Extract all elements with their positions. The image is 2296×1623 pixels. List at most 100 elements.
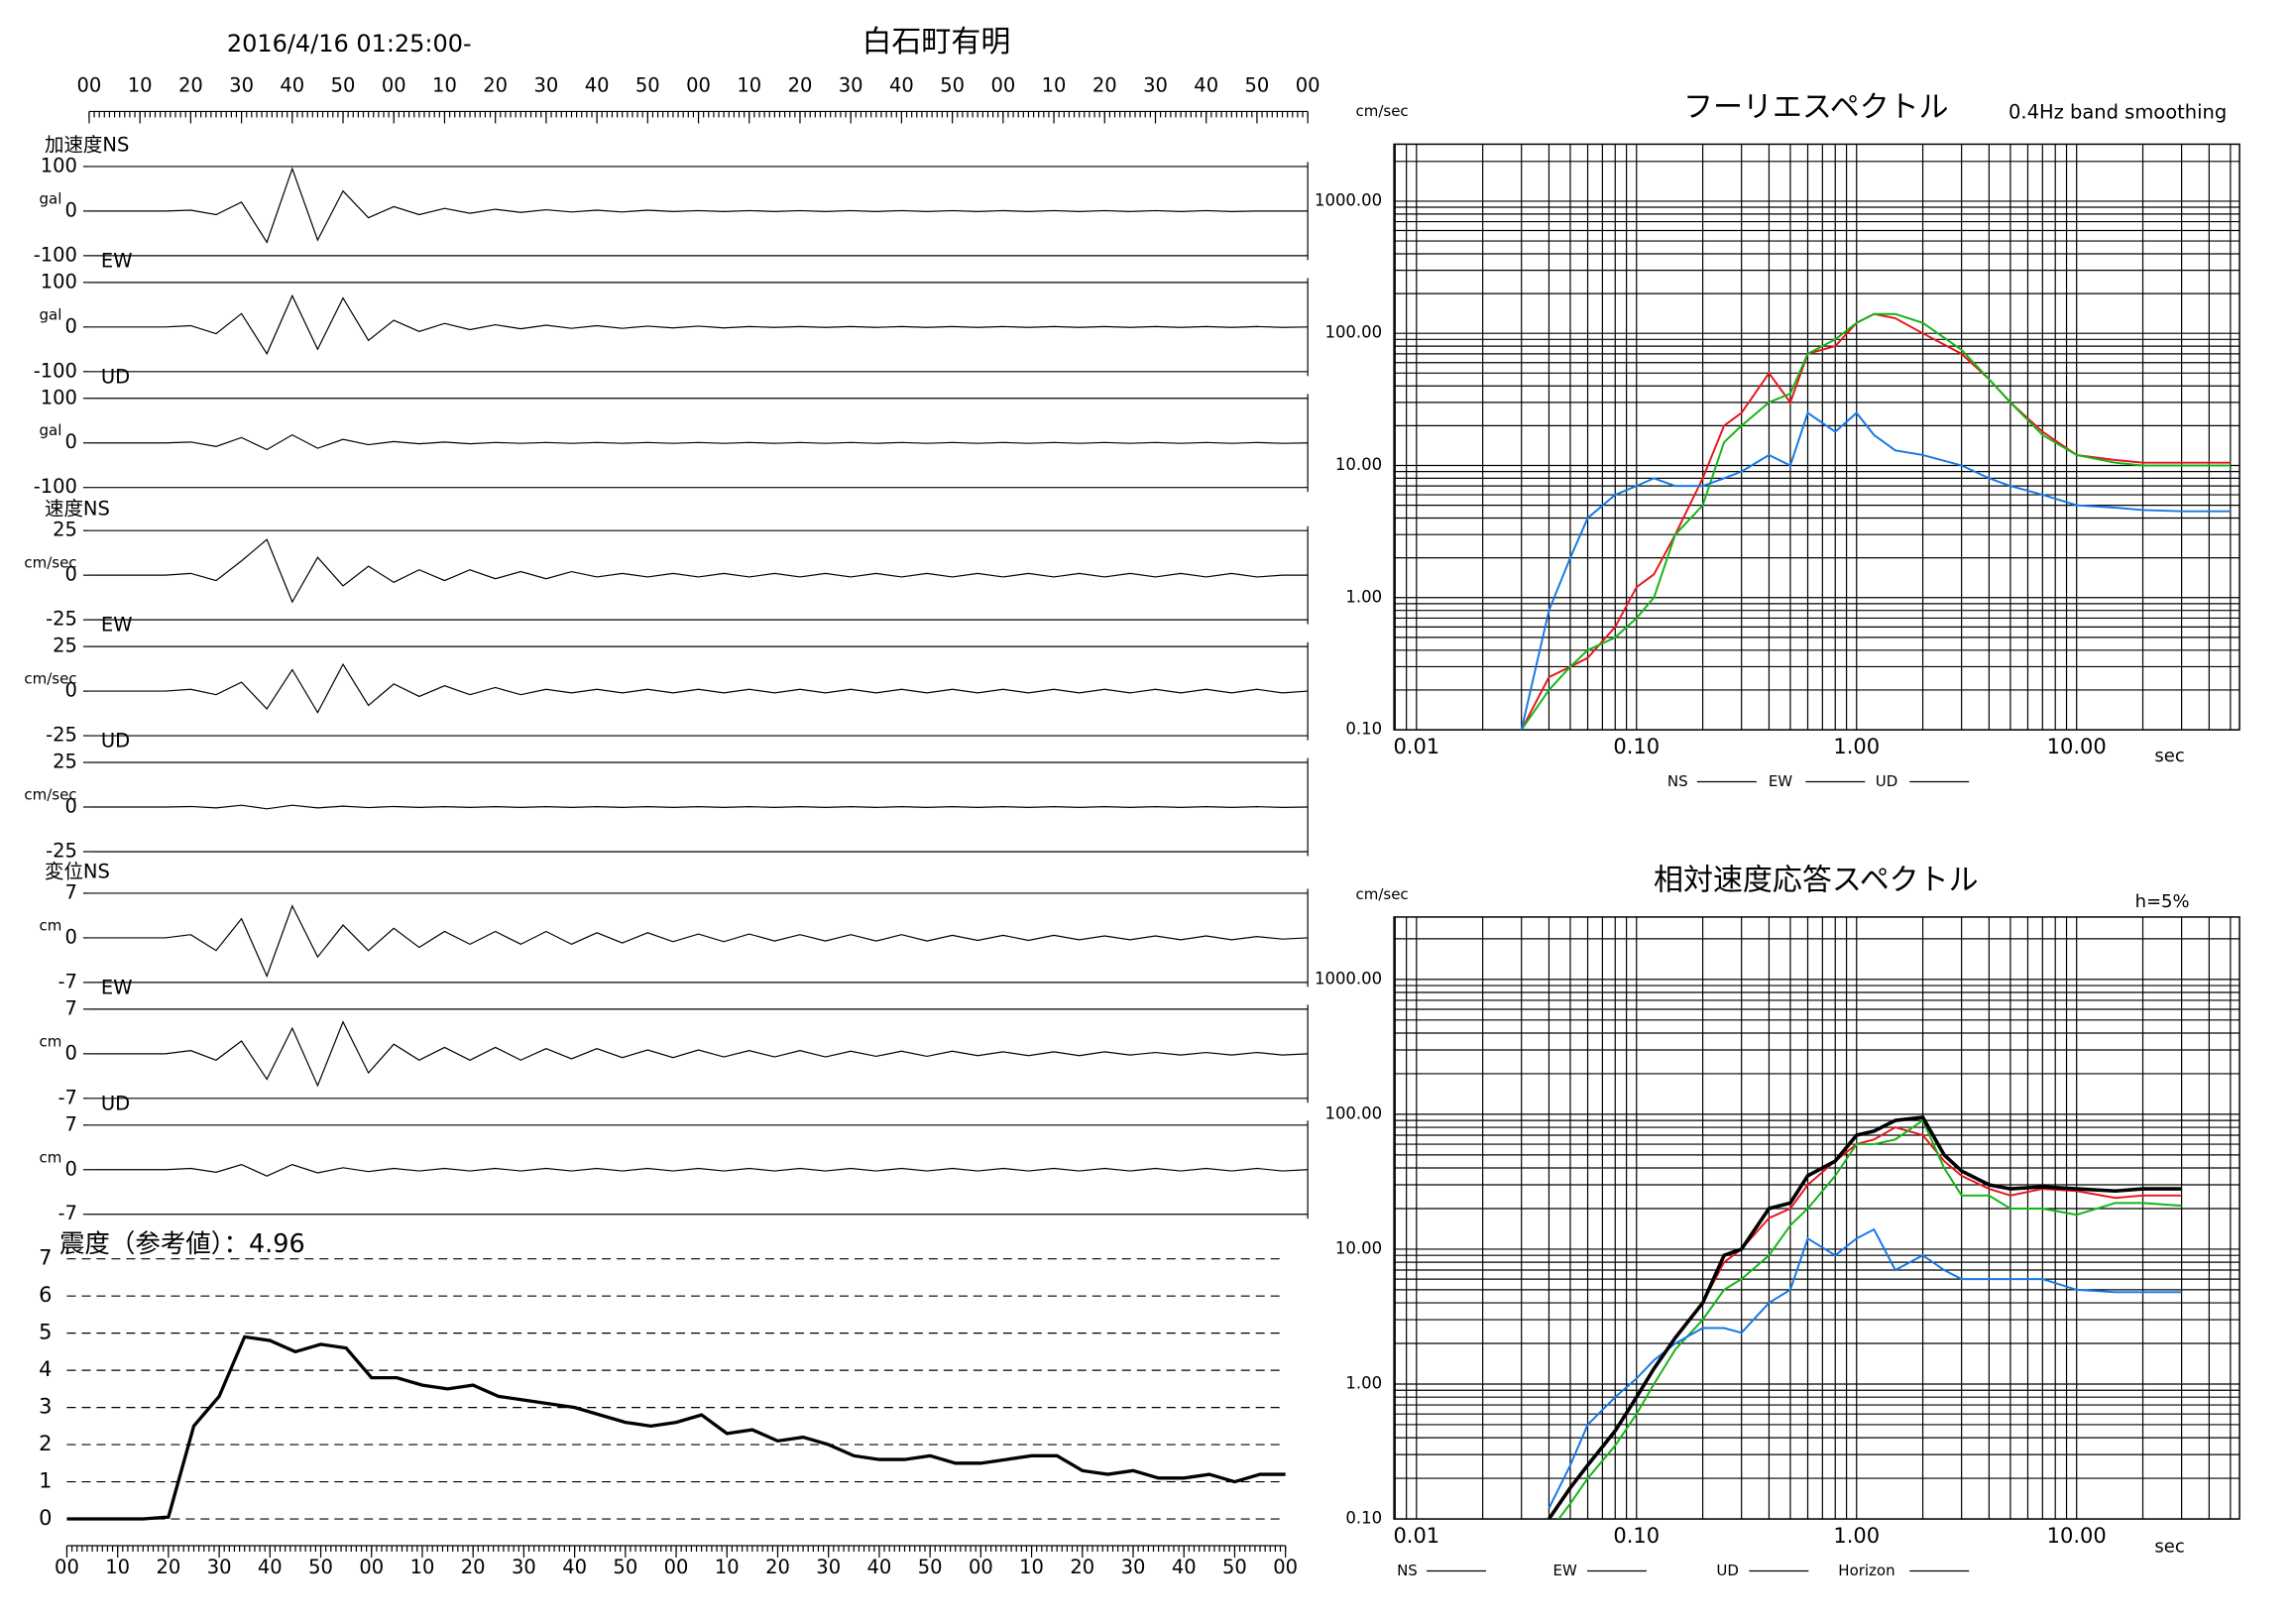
y-tick-label: 7	[65, 1112, 77, 1135]
trace	[88, 804, 1309, 810]
y-tick-label: 10.00	[1335, 1238, 1382, 1257]
x-tick-label: 10	[410, 1556, 435, 1578]
y-tick-label: 0	[65, 679, 77, 702]
panel-unit: gal	[40, 305, 62, 323]
response-y-label: cm/sec	[1356, 885, 1409, 903]
y-tick-label: 1.00	[1345, 587, 1382, 606]
trace	[1520, 410, 2231, 731]
trace	[88, 662, 1309, 714]
x-tick-label: 40	[889, 73, 914, 96]
x-tick-label: 10	[105, 1556, 130, 1578]
x-tick-label: 20	[178, 73, 203, 96]
x-tick-label: 20	[1092, 73, 1117, 96]
x-tick-label: 40	[258, 1556, 283, 1578]
x-tick-label: 40	[1194, 73, 1218, 96]
panel-label: 変位NS	[45, 860, 110, 882]
legend-label: NS	[1667, 772, 1688, 790]
y-tick-label: 0	[65, 198, 77, 221]
x-tick-label: 50	[1245, 73, 1270, 96]
y-tick-label: 25	[53, 519, 77, 541]
trace	[88, 1163, 1309, 1177]
panel-unit: cm/sec	[24, 554, 76, 572]
panel-label: EW	[101, 614, 133, 637]
x-tick-label: 30	[1143, 73, 1168, 96]
trace	[1548, 1227, 2182, 1509]
x-tick-label: 50	[635, 73, 660, 96]
y-tick-label: 0	[65, 1041, 77, 1064]
trace	[1547, 1115, 2182, 1520]
x-tick-label: 30	[816, 1556, 841, 1578]
x-tick-label: 20	[765, 1556, 790, 1578]
x-tick-label: 10	[737, 73, 761, 96]
legend-label: UD	[1716, 1562, 1739, 1579]
panel-label: UD	[101, 730, 130, 753]
fourier-y-label: cm/sec	[1356, 102, 1409, 120]
trace	[88, 167, 1309, 244]
y-tick-label: 2	[39, 1432, 52, 1455]
x-tick-label: 50	[331, 73, 356, 96]
x-tick-label: 00	[1273, 1556, 1298, 1578]
x-tick-label: 40	[562, 1556, 587, 1578]
x-tick-label: 20	[483, 73, 508, 96]
y-tick-label: -7	[58, 1202, 77, 1224]
response-title: 相対速度応答スペクトル	[1654, 863, 1979, 897]
x-tick-label: 40	[1172, 1556, 1197, 1578]
y-tick-label: 7	[65, 880, 77, 903]
x-tick-label: 10.00	[2047, 1524, 2107, 1548]
x-tick-label: 1.00	[1833, 1524, 1880, 1548]
panel-unit: cm	[40, 916, 62, 934]
y-tick-label: -25	[46, 839, 77, 862]
x-tick-label: 50	[918, 1556, 943, 1578]
y-tick-label: -100	[34, 243, 77, 266]
x-tick-label: 20	[461, 1556, 486, 1578]
y-tick-label: -25	[46, 608, 77, 631]
trace	[1557, 1118, 2182, 1520]
y-tick-label: 0	[65, 430, 77, 453]
y-tick-label: 6	[39, 1283, 52, 1307]
panel-unit: cm/sec	[24, 670, 76, 688]
y-tick-label: 5	[39, 1321, 52, 1344]
x-tick-label: 10	[1019, 1556, 1044, 1578]
panel-unit: cm	[40, 1148, 62, 1166]
x-tick-label: 00	[969, 1556, 993, 1578]
fourier-x-label: sec	[2154, 746, 2184, 766]
x-tick-label: 40	[867, 1556, 892, 1578]
x-tick-label: 30	[534, 73, 559, 96]
y-tick-label: 1.00	[1345, 1373, 1382, 1392]
x-tick-label: 20	[1070, 1556, 1094, 1578]
panel-unit: cm	[40, 1032, 62, 1050]
y-tick-label: 100	[41, 154, 77, 176]
x-tick-label: 20	[788, 73, 813, 96]
y-tick-label: -7	[58, 970, 77, 992]
panel-label: EW	[101, 249, 133, 272]
legend-label: EW	[1769, 772, 1792, 790]
x-tick-label: 00	[382, 73, 406, 96]
y-tick-label: 0	[65, 1157, 77, 1180]
x-tick-label: 50	[308, 1556, 333, 1578]
panel-label: 加速度NS	[45, 133, 129, 156]
y-tick-label: -100	[34, 359, 77, 382]
x-tick-label: 00	[55, 1556, 79, 1578]
y-tick-label: 1000.00	[1315, 190, 1382, 209]
x-tick-label: 1.00	[1833, 735, 1880, 758]
y-tick-label: -100	[34, 475, 77, 498]
y-tick-label: 7	[65, 996, 77, 1019]
record-date: 2016/4/16 01:25:00-	[227, 30, 472, 58]
trace	[66, 1334, 1286, 1521]
x-tick-label: 00	[359, 1556, 384, 1578]
trace	[1520, 312, 2231, 731]
x-tick-label: 00	[77, 73, 102, 96]
y-tick-label: 25	[53, 635, 77, 657]
x-tick-label: 30	[207, 1556, 232, 1578]
x-tick-label: 00	[664, 1556, 689, 1578]
x-tick-label: 20	[156, 1556, 180, 1578]
fourier-title: フーリエスペクトル	[1683, 90, 1949, 125]
y-tick-label: -7	[58, 1086, 77, 1108]
x-tick-label: 0.01	[1393, 735, 1439, 758]
panel-unit: cm/sec	[24, 786, 76, 804]
y-tick-label: 1000.00	[1315, 969, 1382, 987]
y-tick-label: 0	[39, 1506, 52, 1530]
x-tick-label: 10	[715, 1556, 740, 1578]
